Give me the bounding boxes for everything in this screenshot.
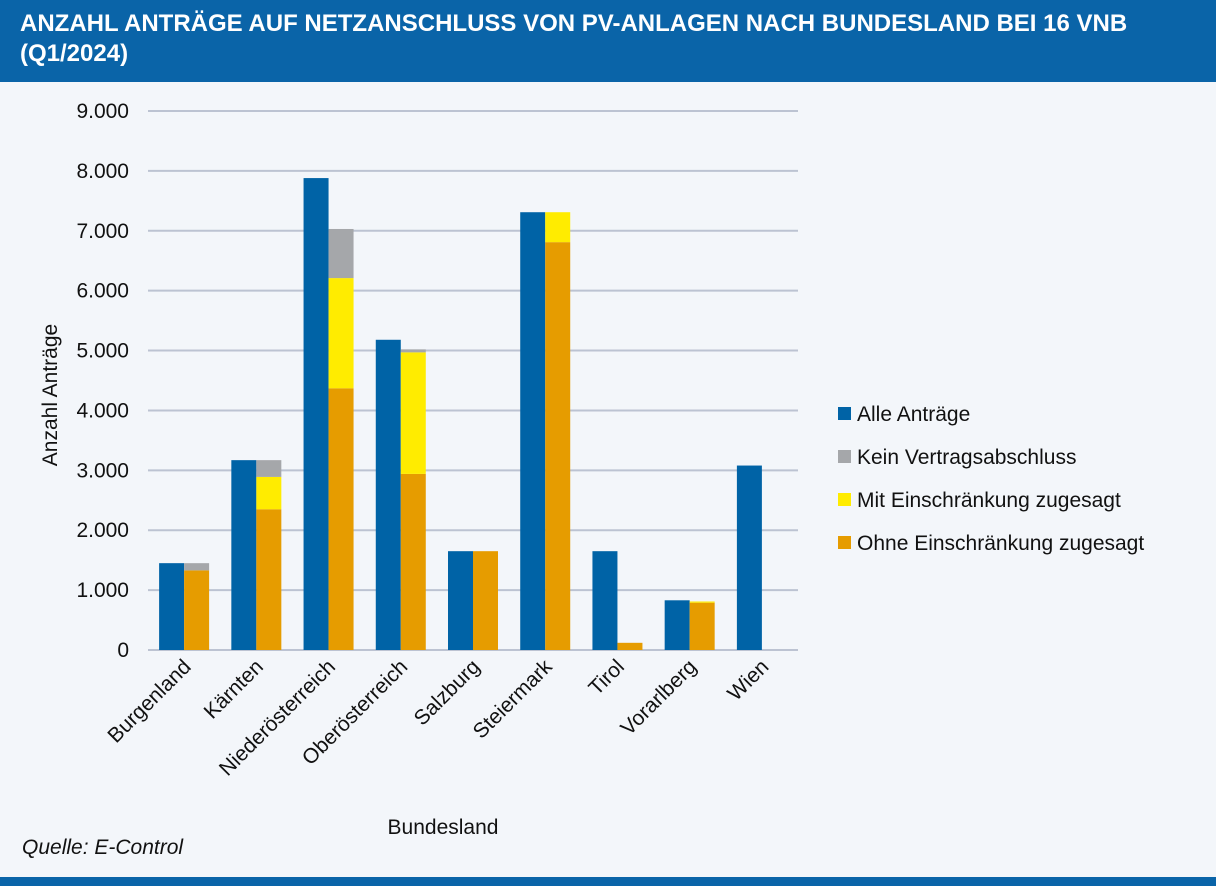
bar-alle-antraege — [159, 563, 185, 650]
x-tick-label: Burgenland — [103, 655, 195, 747]
bar-mit-einschr-nkung-zugesagt — [328, 278, 354, 389]
bar-mit-einschr-nkung-zugesagt — [545, 212, 571, 243]
bar-ohne-einschr-nkung-zugesagt — [328, 388, 354, 650]
legend-swatch — [838, 450, 851, 463]
y-tick-label: 1.000 — [76, 579, 129, 602]
bar-alle-antraege — [592, 551, 618, 650]
y-tick-label: 4.000 — [76, 399, 129, 422]
x-tick-label: Vorarlberg — [616, 655, 701, 740]
legend-label: Mit Einschränkung zugesagt — [857, 489, 1121, 512]
x-tick-label: Tirol — [584, 655, 629, 700]
bar-ohne-einschr-nkung-zugesagt — [400, 473, 426, 650]
bar-mit-einschr-nkung-zugesagt — [689, 601, 715, 603]
footer-bar — [0, 877, 1216, 886]
bar-kein-vertragsabschluss — [184, 563, 210, 571]
legend-swatch — [838, 407, 851, 420]
bar-alle-antraege — [664, 600, 690, 650]
x-tick-label: Wien — [723, 655, 773, 705]
bar-ohne-einschr-nkung-zugesagt — [256, 509, 282, 650]
bar-alle-antraege — [231, 460, 257, 650]
bar-kein-vertragsabschluss — [400, 349, 426, 353]
y-tick-label: 3.000 — [76, 459, 129, 482]
y-axis-label: Anzahl Anträge — [39, 324, 62, 466]
source-note: Quelle: E-Control — [22, 836, 184, 859]
bar-alle-antraege — [375, 339, 401, 650]
bar-alle-antraege — [520, 212, 546, 650]
y-tick-label: 6.000 — [76, 280, 129, 303]
x-axis-label: Bundesland — [388, 816, 499, 839]
legend-label: Ohne Einschränkung zugesagt — [857, 532, 1144, 555]
bar-alle-antraege — [736, 465, 762, 650]
y-tick-label: 7.000 — [76, 220, 129, 243]
bar-alle-antraege — [303, 178, 329, 650]
bar-ohne-einschr-nkung-zugesagt — [545, 242, 571, 650]
y-tick-label: 9.000 — [76, 100, 129, 123]
y-tick-label: 5.000 — [76, 340, 129, 363]
bar-kein-vertragsabschluss — [328, 228, 354, 279]
bar-ohne-einschr-nkung-zugesagt — [617, 642, 643, 650]
bar-ohne-einschr-nkung-zugesagt — [184, 570, 210, 650]
y-tick-label: 2.000 — [76, 519, 129, 542]
x-tick-label: Steiermark — [469, 655, 557, 743]
legend-label: Alle Anträge — [857, 403, 970, 426]
bar-ohne-einschr-nkung-zugesagt — [473, 551, 498, 650]
bar-ohne-einschr-nkung-zugesagt — [689, 602, 715, 650]
bar-mit-einschr-nkung-zugesagt — [400, 352, 426, 474]
legend-label: Kein Vertragsabschluss — [857, 446, 1076, 469]
bar-mit-einschr-nkung-zugesagt — [256, 476, 282, 510]
bar-kein-vertragsabschluss — [256, 460, 282, 477]
x-tick-label: Salzburg — [410, 655, 485, 730]
chart-title: ANZAHL ANTRÄGE AUF NETZANSCHLUSS VON PV-… — [0, 0, 1216, 82]
legend-swatch — [838, 536, 851, 549]
x-tick-label: Kärnten — [200, 655, 268, 723]
y-tick-label: 0 — [117, 639, 129, 662]
legend-swatch — [838, 493, 851, 506]
bar-alle-antraege — [448, 551, 473, 650]
y-tick-label: 8.000 — [76, 160, 129, 183]
